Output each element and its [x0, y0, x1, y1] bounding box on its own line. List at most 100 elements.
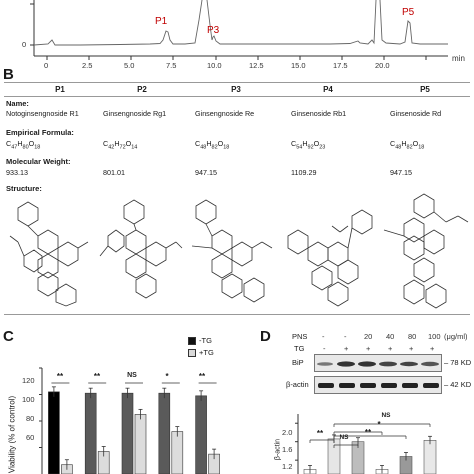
empirical-formula: C48H82O18	[390, 139, 425, 151]
y-tick-label: 120	[22, 376, 35, 385]
row-label-formula: Empirical Formula:	[6, 128, 74, 137]
row-label-name: Name:	[6, 99, 29, 108]
molecular-weight: 947.15	[195, 168, 217, 177]
significance-marker: **	[56, 372, 64, 381]
x-tick-marks	[46, 56, 427, 60]
molecular-weight: 947.15	[390, 168, 412, 177]
pns-row-label: PNS	[292, 332, 308, 341]
band-size-beta-actin-text: 42 KD	[450, 380, 472, 389]
pns-dose: 40	[386, 332, 395, 341]
legend-swatch-minus-tg	[188, 336, 196, 345]
x-tick-label: 20.0	[375, 61, 390, 70]
empirical-formula: C42H72O14	[103, 139, 138, 151]
bar-bip-ratio	[327, 438, 341, 474]
tg-treatment: +	[409, 344, 414, 353]
panel-b-compound-table: B P1 P2 P3 P4 P5 Name: Notoginsengnoside…	[0, 66, 474, 316]
legend-label-minus-tg: -TG	[199, 336, 212, 345]
bar-bip-ratio	[423, 440, 437, 474]
peak-label-p3: P3	[207, 25, 220, 36]
panel-letter-d: D	[260, 328, 271, 345]
y-tick-label: 100	[22, 395, 35, 404]
panel-c-viability-chart: C -TG +TG Viability (% of control) 120 1…	[0, 328, 236, 474]
significance-marker: NS	[339, 434, 349, 441]
x-tick-label: 5.0	[124, 61, 135, 70]
y-tick-label: 1.2	[282, 462, 293, 471]
y-tick-0: 0	[22, 40, 27, 49]
blot-beta-actin	[314, 376, 442, 394]
pns-unit: (μg/ml)	[444, 332, 468, 341]
structure-drawing-p3	[182, 196, 278, 306]
row-label-molecular-weight: Molecular Weight:	[6, 157, 71, 166]
compound-name: Ginsengnoside Rg1	[103, 109, 167, 118]
molecular-weight: 801.01	[103, 168, 125, 177]
significance-marker: NS	[127, 372, 137, 379]
legend-label-plus-tg: +TG	[199, 348, 214, 357]
tg-treatment: +	[344, 344, 349, 353]
x-tick-label: 12.5	[249, 61, 264, 70]
panel-letter-b: B	[3, 66, 14, 83]
bip-ratio-bar-plot	[295, 414, 437, 474]
column-header-p4: P4	[323, 85, 333, 94]
significance-marker: **	[93, 372, 101, 381]
empirical-formula: C48H82O18	[195, 139, 230, 151]
significance-marker: *	[165, 372, 169, 381]
bar-plus-tg	[134, 414, 147, 474]
empirical-formula: C47H80O18	[6, 139, 41, 151]
x-tick-label: 7.5	[166, 61, 177, 70]
tg-treatment: +	[388, 344, 393, 353]
tg-row-label: TG	[294, 344, 305, 353]
significance-marker: **	[198, 372, 206, 381]
significance-marker: **	[316, 429, 324, 438]
chromatogram-trace	[33, 0, 448, 46]
bar-minus-tg	[121, 392, 134, 474]
table-bottom-rule	[4, 314, 470, 315]
band-label-bip: BiP	[292, 358, 304, 367]
x-axis-unit: min	[452, 54, 465, 63]
tg-treatment: -	[323, 344, 326, 353]
y-tick-label: 80	[26, 414, 35, 423]
y-tick-label: 1.6	[282, 445, 293, 454]
bar-minus-tg	[158, 392, 171, 474]
x-tick-label: 15.0	[291, 61, 306, 70]
tg-treatment: +	[430, 344, 435, 353]
x-tick-label: 2.5	[82, 61, 93, 70]
peak-label-p1: P1	[155, 16, 168, 27]
band-size-bip: – 78 KD	[444, 358, 472, 367]
blot-bip	[314, 354, 442, 372]
x-tick-label: 0	[44, 61, 49, 70]
empirical-formula: C54H92O23	[291, 139, 326, 151]
pns-dose: 100	[428, 332, 441, 341]
panel-a-chromatogram: 0 P1 P3 P5 0 2.5 5.0 7.5 10.0 12.5 15.0 …	[0, 0, 474, 72]
table-top-rule	[4, 82, 470, 83]
compound-name: Ginsengnoside Re	[195, 109, 255, 118]
band-label-beta-actin: β-actin	[286, 380, 309, 389]
compound-name: Ginsenoside Rd	[390, 109, 442, 118]
bar-minus-tg	[84, 392, 97, 474]
table-header-rule	[4, 96, 470, 97]
column-header-p5: P5	[420, 85, 430, 94]
panel-d-western-blot: D PNS TG - - 20 40 80 100 (μg/ml) - + + …	[236, 328, 474, 474]
bar-minus-tg	[48, 391, 60, 474]
y-tick-label: 60	[26, 433, 35, 442]
bar-minus-tg	[195, 395, 207, 474]
legend-item-plus-tg: +TG	[188, 348, 214, 357]
pns-dose: -	[322, 332, 325, 341]
significance-marker: *	[377, 420, 381, 429]
column-header-p2: P2	[137, 85, 147, 94]
x-tick-label: 17.5	[333, 61, 348, 70]
band-size-beta-actin: – 42 KD	[444, 380, 472, 389]
column-header-p3: P3	[231, 85, 241, 94]
molecular-weight: 933.13	[6, 168, 28, 177]
pns-dose: 80	[408, 332, 417, 341]
structure-drawing-p4	[282, 196, 378, 307]
compound-name: Notoginsengnoside R1	[6, 109, 79, 118]
molecular-weight: 1109.29	[291, 168, 317, 177]
band-size-bip-text: 78 KD	[450, 358, 472, 367]
legend-item-minus-tg: -TG	[188, 336, 212, 345]
structure-drawing-p5	[374, 193, 470, 309]
x-tick-label: 10.0	[207, 61, 222, 70]
viability-bar-plot	[39, 367, 220, 474]
column-header-p1: P1	[55, 85, 65, 94]
legend-swatch-plus-tg	[188, 348, 196, 357]
structure-drawing-p2	[96, 196, 184, 306]
